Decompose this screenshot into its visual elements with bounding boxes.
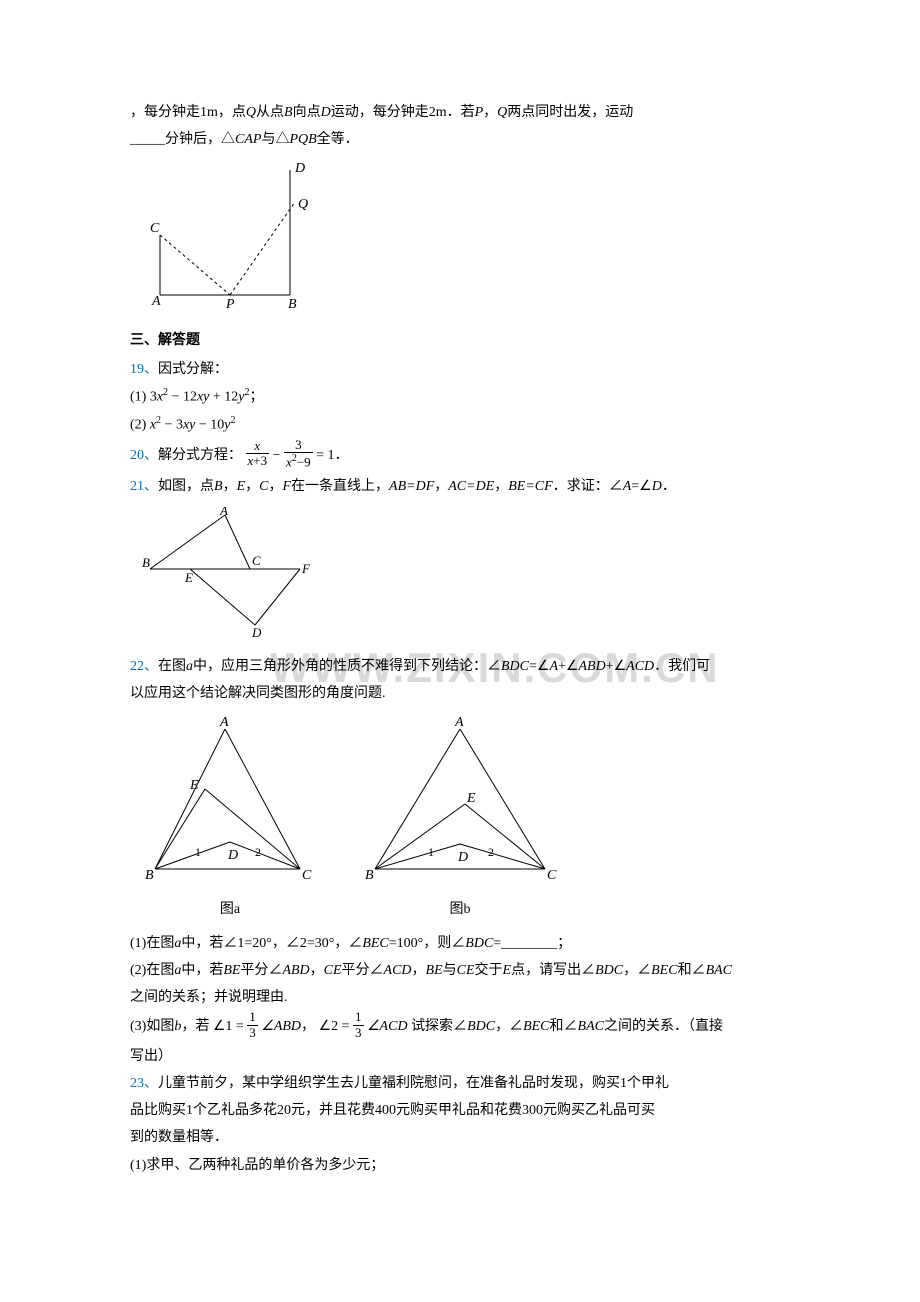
svg-text:2: 2 — [488, 845, 494, 859]
svg-text:F: F — [301, 561, 311, 576]
q21-line: 21、如图，点B，E，C，F在一条直线上，AB=DF，AC=DE，BE=CF．求… — [130, 474, 790, 499]
diagram-q21: A B C D E F — [140, 507, 790, 646]
fig-a-label: 图a — [140, 897, 320, 922]
svg-text:C: C — [252, 553, 261, 568]
q22-part2: (2)在图a中，若BE平分∠ABD，CE平分∠ACD，BE与CE交于E点，请写出… — [130, 958, 790, 983]
label-P: P — [225, 297, 235, 310]
diagram-q18: A B C D P Q — [140, 160, 790, 319]
svg-text:B: B — [142, 555, 150, 570]
q23-num: 23、 — [130, 1076, 158, 1091]
svg-text:A: A — [454, 715, 464, 730]
svg-text:A: A — [219, 507, 228, 518]
svg-text:E: E — [466, 791, 476, 806]
svg-text:E: E — [184, 570, 193, 585]
section-3-heading: 三、解答题 — [130, 328, 790, 353]
label-B: B — [288, 297, 297, 310]
q19-part1: (1) 3x2 − 12xy + 12y2； — [130, 384, 790, 410]
svg-text:1: 1 — [195, 845, 201, 859]
label-C: C — [150, 221, 160, 236]
label-D: D — [294, 161, 305, 176]
svg-text:D: D — [251, 625, 262, 637]
q23-line1: 23、儿童节前夕，某中学组织学生去儿童福利院慰问，在准备礼品时发现，购买1个甲礼 — [130, 1071, 790, 1096]
svg-text:D: D — [227, 848, 238, 863]
q22-part3: (3)如图b，若 ∠1 = 13 ∠ABD， ∠2 = 13 ∠ACD 试探索∠… — [130, 1012, 790, 1042]
q22-part1: (1)在图a中，若∠1=20°，∠2=30°，∠BEC=100°，则∠BDC=_… — [130, 931, 790, 956]
svg-text:D: D — [457, 850, 468, 865]
q22-line2: 以应用这个结论解决同类图形的角度问题. — [130, 681, 790, 706]
q19-part2: (2) x2 − 3xy − 10y2 — [130, 412, 790, 438]
label-A: A — [151, 294, 161, 309]
q23-line2: 品比购买1个乙礼品多花20元，并且花费400元购买甲礼品和花费300元购买乙礼品… — [130, 1098, 790, 1123]
svg-text:C: C — [302, 868, 312, 883]
page-content: ，每分钟走1m，点Q从点B向点D运动，每分钟走2m．若P，Q两点同时出发，运动 … — [130, 100, 790, 1178]
q20-line: 20、解分式方程： xx+3 − 3x2−9 = 1． — [130, 440, 790, 472]
svg-text:C: C — [547, 868, 557, 883]
intro-line-2: _____分钟后，△CAP与△PQB全等． — [130, 127, 790, 152]
q22-part2-line2: 之间的关系；并说明理由. — [130, 985, 790, 1010]
svg-text:B: B — [365, 868, 374, 883]
svg-text:B: B — [145, 868, 154, 883]
q19-num: 19、 — [130, 362, 158, 377]
intro-line-1: ，每分钟走1m，点Q从点B向点D运动，每分钟走2m．若P，Q两点同时出发，运动 — [130, 100, 790, 125]
svg-text:1: 1 — [428, 845, 434, 859]
q21-num: 21、 — [130, 479, 158, 494]
q22-part3-line2: 写出） — [130, 1044, 790, 1069]
q19-title: 19、因式分解： — [130, 357, 790, 382]
svg-text:2: 2 — [255, 845, 261, 859]
svg-text:A: A — [219, 715, 229, 730]
label-Q: Q — [298, 197, 308, 212]
q23-part1: (1)求甲、乙两种礼品的单价各为多少元； — [130, 1153, 790, 1178]
fig-b-label: 图b — [360, 897, 560, 922]
q22-num: 22、 — [130, 659, 158, 674]
q20-num: 20、 — [130, 448, 158, 463]
q23-line3: 到的数量相等． — [130, 1125, 790, 1150]
diagram-q22: A B C D E 1 2 图a — [140, 714, 790, 922]
svg-text:E: E — [189, 778, 199, 793]
q22-line1: 22、在图a中，应用三角形外角的性质不难得到下列结论：∠BDC=∠A+∠ABD+… — [130, 654, 790, 679]
